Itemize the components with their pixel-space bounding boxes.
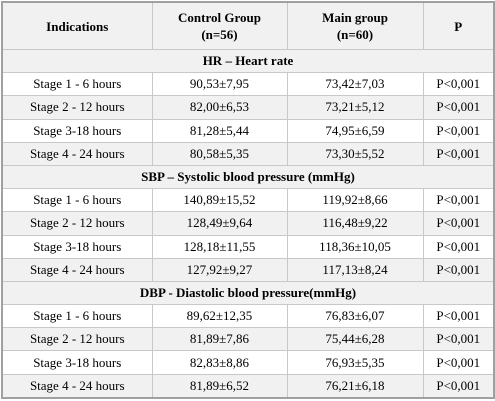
stage-cell: Stage 3-18 hours — [1, 118, 153, 143]
header-p-label: P — [454, 18, 463, 34]
control-value-cell: 82,00±6,53 — [151, 95, 288, 120]
stage-cell: Stage 4 - 24 hours — [1, 373, 153, 399]
p-value-cell: P<0,001 — [422, 141, 495, 166]
stage-cell: Stage 1 - 6 hours — [1, 72, 153, 97]
main-value-cell: 73,42±7,03 — [286, 72, 424, 97]
stage-cell: Stage 2 - 12 hours — [1, 327, 153, 352]
section-row-hr: HR – Heart rate — [1, 48, 495, 74]
header-main-group-n: (n=60) — [336, 27, 374, 42]
table-row: Stage 3-18 hours 81,28±5,44 74,95±6,59 P… — [1, 118, 495, 143]
table-row: Stage 1 - 6 hours 89,62±12,35 76,83±6,07… — [1, 304, 495, 329]
header-indications: Indications — [1, 1, 153, 50]
section-title: SBP – Systolic blood pressure (mmHg) — [1, 164, 495, 190]
table-header: Indications Control Group (n=56) Main gr… — [1, 1, 495, 50]
control-value-cell: 89,62±12,35 — [151, 304, 288, 329]
main-value-cell: 75,44±6,28 — [286, 327, 424, 352]
stage-cell: Stage 4 - 24 hours — [1, 141, 153, 166]
main-value-cell: 117,13±8,24 — [286, 257, 424, 282]
table-row: Stage 2 - 12 hours 81,89±7,86 75,44±6,28… — [1, 327, 495, 352]
p-value-cell: P<0,001 — [422, 234, 495, 259]
header-control-group-n: (n=56) — [201, 27, 238, 42]
p-value-cell: P<0,001 — [422, 95, 495, 120]
main-value-cell: 74,95±6,59 — [286, 118, 424, 143]
table-row: Stage 4 - 24 hours 80,58±5,35 73,30±5,52… — [1, 141, 495, 166]
header-control-group-label: Control Group — [178, 10, 261, 25]
control-value-cell: 82,83±8,86 — [151, 350, 288, 375]
control-value-cell: 81,89±7,86 — [151, 327, 288, 352]
table-row: Stage 4 - 24 hours 127,92±9,27 117,13±8,… — [1, 257, 495, 282]
main-value-cell: 73,30±5,52 — [286, 141, 424, 166]
table-row: Stage 1 - 6 hours 140,89±15,52 119,92±8,… — [1, 188, 495, 213]
table-row: Stage 3-18 hours 82,83±8,86 76,93±5,35 P… — [1, 350, 495, 375]
main-value-cell: 73,21±5,12 — [286, 95, 424, 120]
header-control-group: Control Group (n=56) — [151, 1, 288, 50]
stage-cell: Stage 4 - 24 hours — [1, 257, 153, 282]
p-value-cell: P<0,001 — [422, 211, 495, 236]
header-main-group: Main group (n=60) — [286, 1, 424, 50]
main-value-cell: 119,92±8,66 — [286, 188, 424, 213]
p-value-cell: P<0,001 — [422, 118, 495, 143]
p-value-cell: P<0,001 — [422, 257, 495, 282]
table-body: HR – Heart rate Stage 1 - 6 hours 90,53±… — [1, 48, 495, 399]
section-row-sbp: SBP – Systolic blood pressure (mmHg) — [1, 164, 495, 190]
main-value-cell: 76,83±6,07 — [286, 304, 424, 329]
table-row: Stage 3-18 hours 128,18±11,55 118,36±10,… — [1, 234, 495, 259]
p-value-cell: P<0,001 — [422, 373, 495, 399]
p-value-cell: P<0,001 — [422, 72, 495, 97]
table-row: Stage 2 - 12 hours 128,49±9,64 116,48±9,… — [1, 211, 495, 236]
stage-cell: Stage 1 - 6 hours — [1, 188, 153, 213]
table-row: Stage 4 - 24 hours 81,89±6,52 76,21±6,18… — [1, 373, 495, 399]
control-value-cell: 90,53±7,95 — [151, 72, 288, 97]
control-value-cell: 140,89±15,52 — [151, 188, 288, 213]
header-row: Indications Control Group (n=56) Main gr… — [1, 1, 495, 50]
control-value-cell: 127,92±9,27 — [151, 257, 288, 282]
header-main-group-label: Main group — [322, 10, 388, 25]
p-value-cell: P<0,001 — [422, 188, 495, 213]
section-row-dbp: DBP - Diastolic blood pressure(mmHg) — [1, 280, 495, 306]
control-value-cell: 81,89±6,52 — [151, 373, 288, 399]
header-p-value: P — [422, 1, 495, 50]
header-indications-label: Indications — [46, 18, 109, 34]
section-title: HR – Heart rate — [1, 48, 495, 74]
section-title: DBP - Diastolic blood pressure(mmHg) — [1, 280, 495, 306]
stage-cell: Stage 3-18 hours — [1, 350, 153, 375]
p-value-cell: P<0,001 — [422, 350, 495, 375]
main-value-cell: 76,21±6,18 — [286, 373, 424, 399]
stage-cell: Stage 3-18 hours — [1, 234, 153, 259]
stage-cell: Stage 1 - 6 hours — [1, 304, 153, 329]
main-value-cell: 116,48±9,22 — [286, 211, 424, 236]
control-value-cell: 80,58±5,35 — [151, 141, 288, 166]
p-value-cell: P<0,001 — [422, 327, 495, 352]
control-value-cell: 81,28±5,44 — [151, 118, 288, 143]
stage-cell: Stage 2 - 12 hours — [1, 95, 153, 120]
table-row: Stage 1 - 6 hours 90,53±7,95 73,42±7,03 … — [1, 72, 495, 97]
main-value-cell: 118,36±10,05 — [286, 234, 424, 259]
p-value-cell: P<0,001 — [422, 304, 495, 329]
control-value-cell: 128,49±9,64 — [151, 211, 288, 236]
main-value-cell: 76,93±5,35 — [286, 350, 424, 375]
table-row: Stage 2 - 12 hours 82,00±6,53 73,21±5,12… — [1, 95, 495, 120]
stage-cell: Stage 2 - 12 hours — [1, 211, 153, 236]
control-value-cell: 128,18±11,55 — [151, 234, 288, 259]
